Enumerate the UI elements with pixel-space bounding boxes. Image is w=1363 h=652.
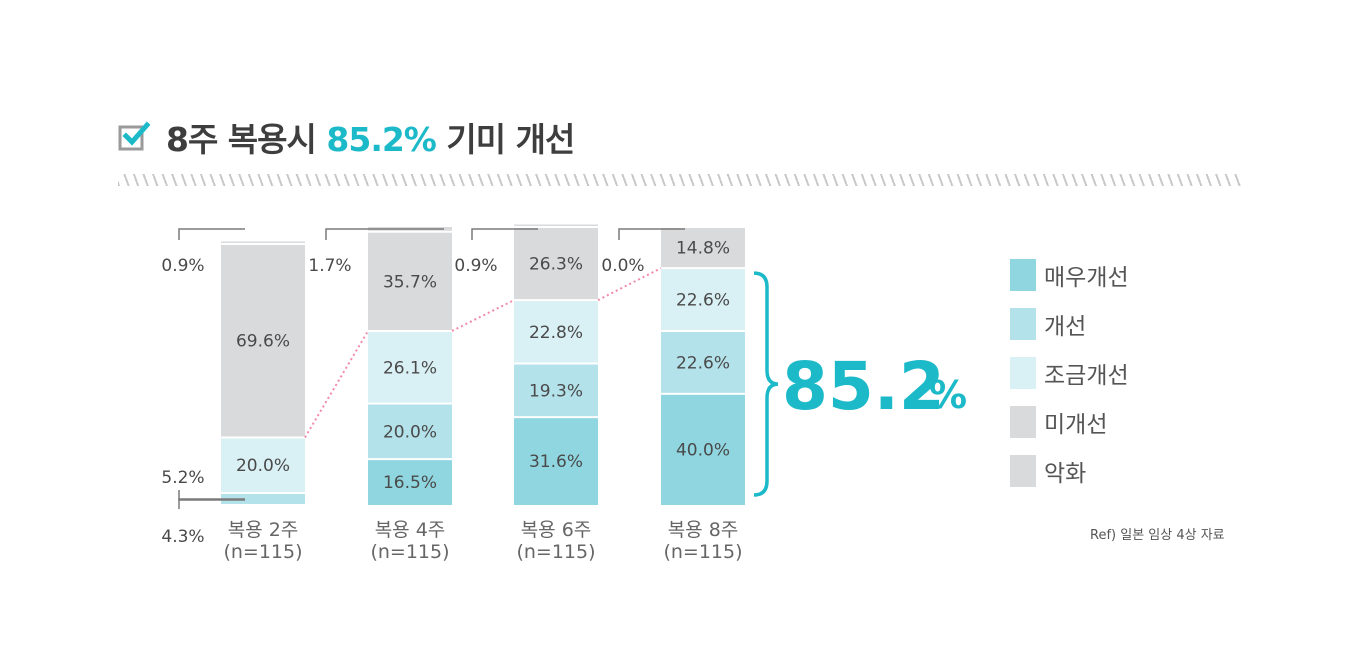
connector-line bbox=[451, 299, 515, 332]
x-tick-label: 복용 2주 bbox=[228, 519, 299, 541]
x-tick-label: 복용 4주 bbox=[375, 519, 446, 541]
callout-leader bbox=[325, 228, 444, 240]
data-label: 19.3% bbox=[529, 381, 583, 401]
data-label: 35.7% bbox=[383, 272, 437, 292]
title-prefix: 8주 복용시 bbox=[166, 120, 317, 159]
callout-label: 0.9% bbox=[161, 256, 204, 276]
title-row: 8주 복용시 85.2% 기미 개선 bbox=[118, 112, 575, 162]
bar-segment bbox=[221, 438, 305, 493]
chart-legend: 매우개선 개선 조금개선 미개선 악화 bbox=[1010, 256, 1129, 501]
legend-label: 매우개선 bbox=[1044, 265, 1129, 291]
bar-segment bbox=[221, 244, 305, 437]
bar-segment bbox=[221, 494, 305, 504]
connector-line bbox=[304, 330, 369, 438]
data-label: 22.6% bbox=[676, 291, 730, 311]
connector-line bbox=[597, 267, 662, 302]
callout-leader bbox=[178, 498, 245, 509]
callout-label: 0.0% bbox=[601, 256, 644, 276]
bar-segment bbox=[661, 331, 745, 393]
callout-leader bbox=[618, 228, 685, 240]
callout-label: 5.2% bbox=[161, 468, 204, 488]
bar-segment bbox=[368, 331, 452, 403]
data-label: 22.8% bbox=[529, 323, 583, 343]
dashed-divider bbox=[118, 174, 1244, 186]
bar-segment bbox=[514, 301, 598, 363]
bar-segment bbox=[514, 228, 598, 300]
highlight-value: 85.2 bbox=[782, 348, 945, 425]
data-label: 40.0% bbox=[676, 440, 730, 460]
data-label: 31.6% bbox=[529, 452, 583, 472]
data-label: 26.1% bbox=[383, 358, 437, 378]
x-tick-sublabel: (n=115) bbox=[663, 541, 742, 563]
brace-icon bbox=[753, 271, 779, 497]
legend-item-improved: 개선 bbox=[1010, 305, 1129, 343]
data-label: 20.0% bbox=[383, 422, 437, 442]
callout-label: 0.9% bbox=[454, 256, 497, 276]
bar-segment bbox=[368, 460, 452, 505]
legend-swatch bbox=[1010, 455, 1036, 487]
title-suffix: 기미 개선 bbox=[446, 120, 575, 159]
callout-leader bbox=[178, 228, 245, 240]
bar-segment bbox=[661, 269, 745, 330]
legend-label: 개선 bbox=[1044, 314, 1087, 340]
legend-swatch bbox=[1010, 259, 1036, 291]
callout-label: 4.3% bbox=[161, 527, 204, 547]
callout-leader bbox=[471, 228, 538, 240]
bar-segment bbox=[661, 228, 745, 268]
data-label: 14.8% bbox=[676, 239, 730, 259]
reference-note: Ref) 일본 임상 4상 자료 bbox=[1090, 528, 1225, 543]
page-title: 8주 복용시 85.2% 기미 개선 bbox=[166, 113, 575, 161]
bar-segment bbox=[368, 404, 452, 459]
callout-label: 1.7% bbox=[308, 256, 351, 276]
legend-label: 미개선 bbox=[1044, 412, 1108, 438]
checkbox-checked-icon bbox=[118, 121, 150, 151]
legend-label: 조금개선 bbox=[1044, 363, 1129, 389]
x-tick-sublabel: (n=115) bbox=[370, 541, 449, 563]
legend-item-worsened: 악화 bbox=[1010, 452, 1129, 490]
bar-segment bbox=[514, 418, 598, 505]
data-label: 69.6% bbox=[236, 332, 290, 352]
bar-segment bbox=[368, 232, 452, 330]
legend-swatch bbox=[1010, 357, 1036, 389]
data-label: 22.6% bbox=[676, 353, 730, 373]
x-tick-sublabel: (n=115) bbox=[223, 541, 302, 563]
data-label: 20.0% bbox=[236, 456, 290, 476]
data-label: 26.3% bbox=[529, 255, 583, 275]
x-tick-label: 복용 8주 bbox=[668, 519, 739, 541]
title-accent: 85.2% bbox=[326, 120, 436, 159]
legend-item-not-improved: 미개선 bbox=[1010, 403, 1129, 441]
legend-swatch bbox=[1010, 308, 1036, 340]
x-tick-label: 복용 6주 bbox=[521, 519, 592, 541]
legend-swatch bbox=[1010, 406, 1036, 438]
legend-item-slightly-improved: 조금개선 bbox=[1010, 354, 1129, 392]
bar-segment bbox=[514, 364, 598, 417]
legend-item-very-improved: 매우개선 bbox=[1010, 256, 1129, 294]
bar-segment bbox=[221, 241, 305, 243]
x-tick-sublabel: (n=115) bbox=[516, 541, 595, 563]
highlight-unit: % bbox=[929, 373, 967, 417]
data-label: 16.5% bbox=[383, 473, 437, 493]
bar-segment bbox=[514, 224, 598, 226]
legend-label: 악화 bbox=[1044, 461, 1087, 487]
bar-segment bbox=[661, 394, 745, 505]
